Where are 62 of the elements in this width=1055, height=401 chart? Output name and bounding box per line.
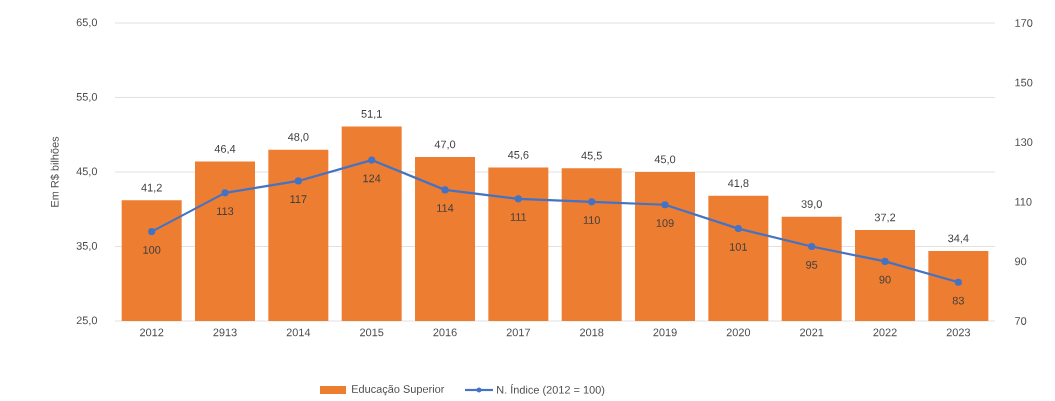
data-label: 110 — [583, 216, 600, 224]
data-label: 51,1 — [361, 110, 382, 120]
y2-tick-label: 170 — [1015, 19, 1033, 27]
point — [441, 186, 449, 194]
data-label: 124 — [363, 174, 381, 183]
x-tick-label: 2022 — [873, 328, 897, 337]
data-label: 47,0 — [434, 140, 456, 150]
y-tick-label: 35,0 — [76, 241, 98, 252]
point — [661, 201, 669, 209]
data-label: 41,8 — [727, 179, 749, 189]
data-label: 95 — [806, 260, 818, 269]
legend-label: Educação Superior — [352, 384, 445, 396]
y2-tick-label: 90 — [1015, 257, 1027, 266]
y2-tick-label: 110 — [1015, 197, 1032, 206]
data-label: 46,4 — [214, 145, 236, 155]
data-label: 45,0 — [654, 155, 676, 165]
y2-tick-label: 70 — [1015, 317, 1027, 325]
x-tick-label: 2014 — [286, 328, 311, 337]
x-tick-label: 2016 — [433, 328, 457, 337]
y-tick-label: 65,0 — [76, 18, 98, 28]
data-label: 114 — [437, 204, 454, 212]
x-tick-label: 2018 — [580, 328, 604, 337]
y-tick-label: 25,0 — [76, 316, 98, 326]
data-label: 48,0 — [287, 133, 309, 143]
x-tick-label: 2913 — [213, 328, 237, 337]
point — [294, 177, 302, 185]
data-label: 113 — [217, 207, 234, 216]
data-label: 83 — [952, 296, 964, 305]
y-tick-label: 45,0 — [76, 167, 98, 177]
x-tick-label: 2017 — [506, 328, 530, 337]
data-label: 111 — [510, 213, 527, 221]
x-tick-label: 2015 — [360, 328, 384, 337]
data-label: 39,0 — [801, 200, 822, 210]
x-tick-label: 2023 — [946, 328, 971, 337]
point — [514, 195, 522, 203]
data-label: 100 — [143, 246, 161, 254]
data-label: 90 — [879, 275, 891, 284]
point — [881, 257, 889, 265]
point — [808, 242, 816, 251]
y2-tick-label: 150 — [1015, 78, 1033, 87]
x-tick-label: 2021 — [800, 328, 824, 337]
point — [221, 189, 229, 197]
data-label: 117 — [290, 195, 307, 203]
legend-label: N. Índice (2012 = 100) — [497, 384, 605, 396]
x-tick-label: 2020 — [726, 328, 751, 337]
data-label: 41,2 — [141, 183, 162, 193]
data-label: 37,2 — [874, 213, 896, 223]
data-label: 45,5 — [581, 151, 602, 161]
x-tick-label: 2019 — [653, 328, 677, 337]
data-label: 45,6 — [507, 150, 529, 161]
data-label: 34,4 — [948, 234, 969, 244]
x-tick-label: 2012 — [140, 328, 164, 337]
point — [954, 278, 962, 286]
point — [148, 228, 156, 236]
data-label: 109 — [656, 219, 674, 227]
data-label: 101 — [730, 243, 747, 251]
y-tick-label: 55,0 — [76, 92, 98, 103]
point — [368, 156, 376, 164]
y-axis-title: Em R$ bilhões — [50, 136, 60, 207]
point — [734, 225, 742, 233]
y2-tick-label: 130 — [1015, 138, 1033, 147]
point — [588, 198, 596, 206]
